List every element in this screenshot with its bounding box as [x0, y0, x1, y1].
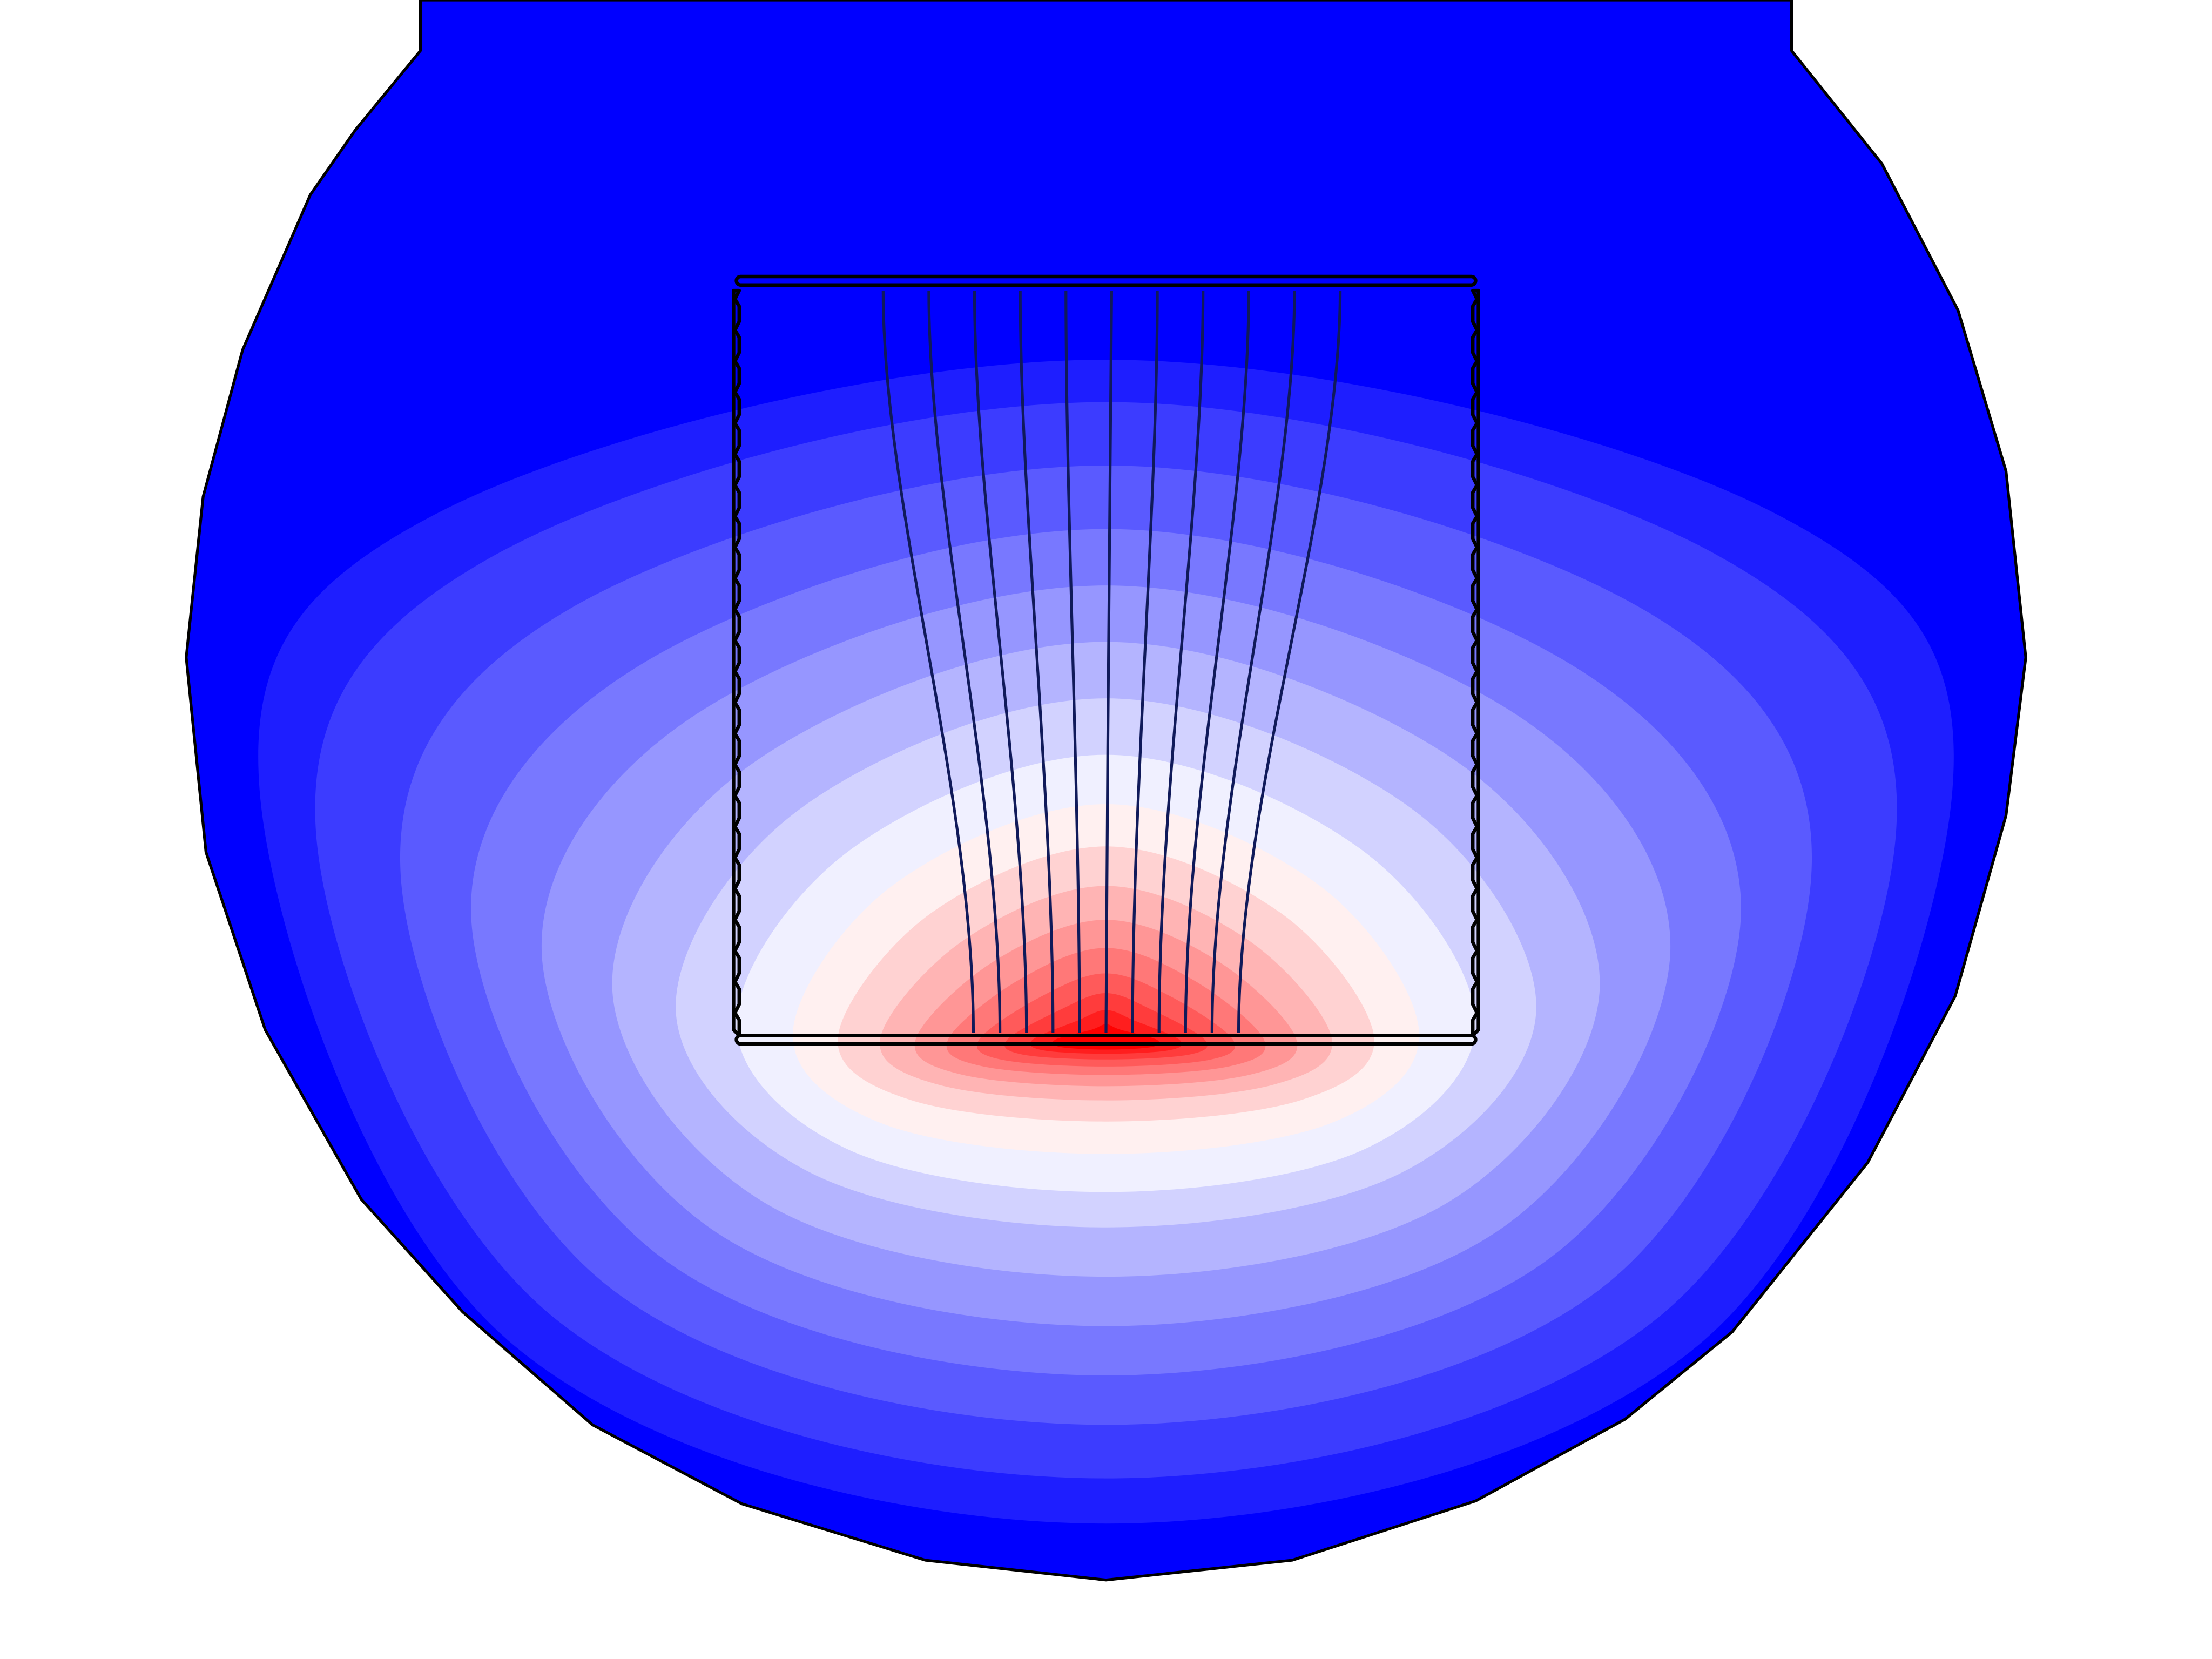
- field-line: [973, 291, 1028, 1033]
- field-line: [927, 291, 1002, 1033]
- field-line: [1210, 291, 1296, 1033]
- capacitor-structure: [732, 274, 1480, 1046]
- capacitor-plate: [734, 274, 1478, 287]
- field-lines: [881, 291, 1342, 1033]
- side-wall: [1471, 288, 1480, 1037]
- field-line: [1237, 291, 1342, 1033]
- field-line: [881, 291, 975, 1033]
- capacitor-plate: [734, 1034, 1478, 1046]
- field-line: [1131, 291, 1159, 1033]
- domain-boundary: [185, 0, 2027, 1582]
- field-line: [1184, 291, 1250, 1033]
- field-line: [1019, 291, 1055, 1033]
- field-line: [1104, 291, 1113, 1033]
- side-wall: [732, 288, 741, 1037]
- field-line: [1064, 291, 1081, 1033]
- field-line: [1157, 291, 1205, 1033]
